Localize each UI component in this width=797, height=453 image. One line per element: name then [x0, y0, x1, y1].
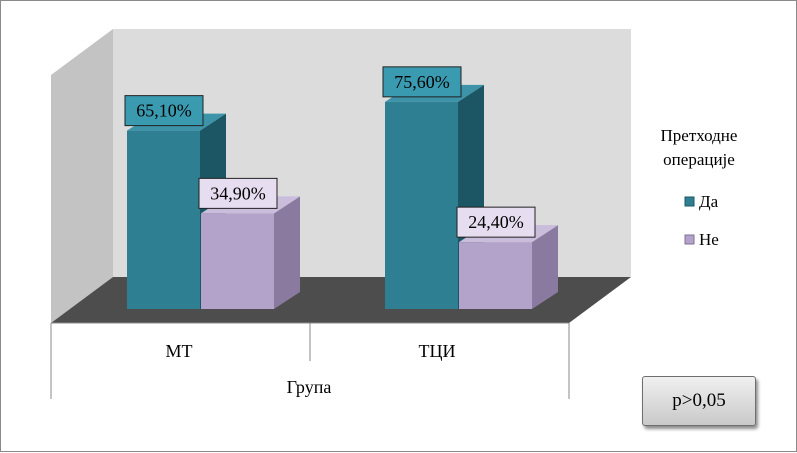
bar-tci-ne-front: [459, 242, 532, 309]
bar-tci-ne-side: [532, 225, 558, 309]
legend-title-line2: операције: [663, 150, 735, 169]
bar-mt-ne-label-box: [198, 177, 278, 209]
bar-tci-ne-label-box: [456, 206, 536, 238]
chart-side-wall: [51, 29, 113, 323]
bar-tci-ne-data-label: 24,40%: [468, 212, 524, 232]
legend-label-da: Да: [699, 192, 719, 211]
bar-mt-ne-data-label: 34,90%: [210, 183, 266, 203]
legend-title-line1: Претходне: [661, 126, 738, 145]
category-label-mt: МТ: [166, 341, 193, 361]
bar-tci-da-label-box: [382, 66, 462, 98]
legend-swatch-ne: [684, 234, 695, 245]
bar-mt-da-label-box: [124, 95, 204, 127]
bar-tci-da-front: [385, 101, 458, 309]
bar-mt-ne-side: [274, 196, 300, 309]
x-axis-title: Група: [287, 377, 332, 397]
legend-swatch-da: [684, 196, 695, 207]
category-label-tci: ТЦИ: [419, 341, 456, 361]
legend-label-ne: Не: [699, 230, 719, 249]
bar-mt-da-data-label: 65,10%: [136, 101, 192, 121]
bar-mt-ne-front: [201, 213, 274, 309]
p-value-box: p>0,05: [642, 376, 756, 426]
bar-mt-da-front: [127, 130, 200, 309]
bar-tci-da-data-label: 75,60%: [394, 72, 450, 92]
